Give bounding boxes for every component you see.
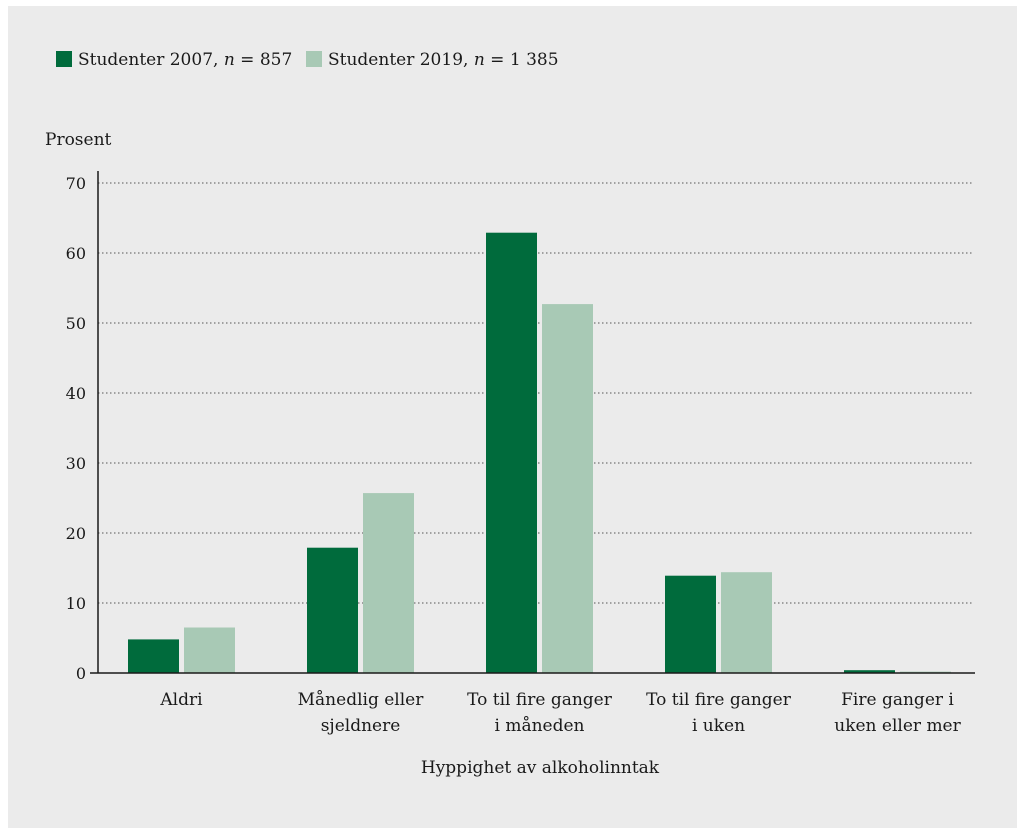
y-tick-label: 40 <box>66 384 86 403</box>
axes <box>90 171 975 674</box>
x-category-label: Aldri <box>159 690 203 710</box>
y-axis-label: Prosent <box>45 130 112 150</box>
bar <box>307 547 358 673</box>
legend-series-name-2019: Studenter 2019 <box>328 50 463 70</box>
y-tick-label: 70 <box>66 174 86 193</box>
legend-swatch-2019 <box>306 51 322 67</box>
y-tick-label: 50 <box>66 314 86 333</box>
legend-series-name-2007: Studenter 2007 <box>78 50 213 70</box>
x-axis-label: Hyppighet av alkoholinntak <box>421 758 660 778</box>
bar <box>844 670 895 673</box>
legend-label-2007: Studenter 2007, n = 857 <box>78 50 292 70</box>
legend: Studenter 2007, n = 857 Studenter 2019, … <box>56 50 559 70</box>
x-axis-categories: Aldri Månedlig eller sjeldnere To til fire … <box>159 690 961 736</box>
legend-label-2019: Studenter 2019, n = 1 385 <box>328 50 559 70</box>
x-category-label: To til fire ganger <box>646 690 792 710</box>
legend-swatch-2007 <box>56 51 72 67</box>
y-tick-label: 60 <box>66 244 86 263</box>
legend-n-2007: 857 <box>260 50 292 70</box>
x-category-label: i uken <box>692 716 745 736</box>
x-category-label: sjeldnere <box>321 716 401 736</box>
bar <box>665 575 716 673</box>
y-tick-label: 0 <box>76 664 86 683</box>
legend-n-2019: 1 385 <box>510 50 559 70</box>
x-category-label: Fire ganger i <box>841 690 954 710</box>
y-axis-ticks: 0 10 20 30 40 50 60 70 <box>66 174 86 683</box>
bar <box>721 572 772 673</box>
y-tick-label: 30 <box>66 454 86 473</box>
bar <box>486 232 537 673</box>
x-category-label: i måneden <box>495 716 585 736</box>
y-tick-label: 10 <box>66 594 86 613</box>
x-category-label: Månedlig eller <box>298 690 425 710</box>
bar <box>128 639 179 673</box>
y-tick-label: 20 <box>66 524 86 543</box>
x-category-label: To til fire ganger <box>467 690 613 710</box>
x-category-label: uken eller mer <box>834 716 961 736</box>
bar <box>363 493 414 673</box>
bar <box>184 627 235 673</box>
bar <box>542 304 593 673</box>
bars <box>128 232 951 673</box>
